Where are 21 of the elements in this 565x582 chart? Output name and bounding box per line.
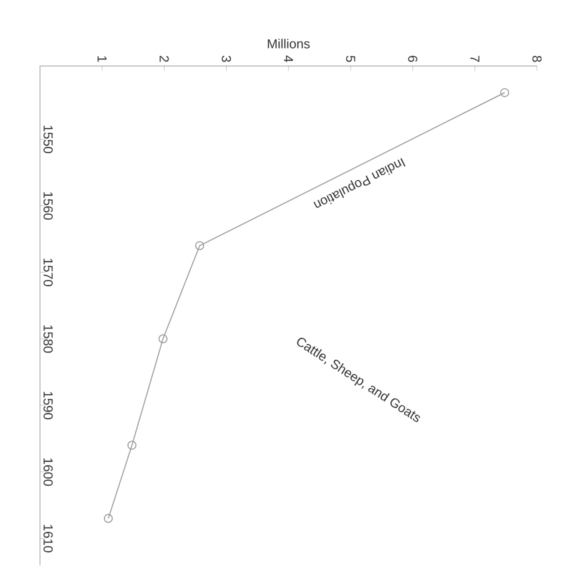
point — [104, 514, 113, 523]
y-tick-label: 1570 — [44, 258, 53, 286]
point — [158, 334, 168, 344]
x-tick-label: 5 — [346, 56, 356, 62]
x-tick-label: 4 — [284, 56, 293, 62]
y-tick-label: 1550 — [44, 126, 53, 154]
x-tick-label: 7 — [470, 56, 480, 62]
y-tick-label: 1600 — [44, 458, 53, 486]
x-tick-label: 8 — [532, 56, 542, 62]
x-tick-label: 1 — [98, 56, 107, 62]
y-tick-label: 1580 — [44, 325, 53, 353]
point — [195, 241, 204, 250]
x-axis-title: Millions — [268, 38, 310, 48]
x-tick-label: 2 — [160, 56, 169, 62]
point — [127, 440, 136, 450]
y-tick-label: 1590 — [44, 392, 53, 420]
point — [500, 88, 510, 98]
x-tick-label: 3 — [222, 56, 231, 62]
y-tick-label: 1560 — [44, 192, 53, 220]
y-tick-label: 1610 — [44, 524, 53, 552]
x-tick-label: 6 — [408, 56, 418, 62]
